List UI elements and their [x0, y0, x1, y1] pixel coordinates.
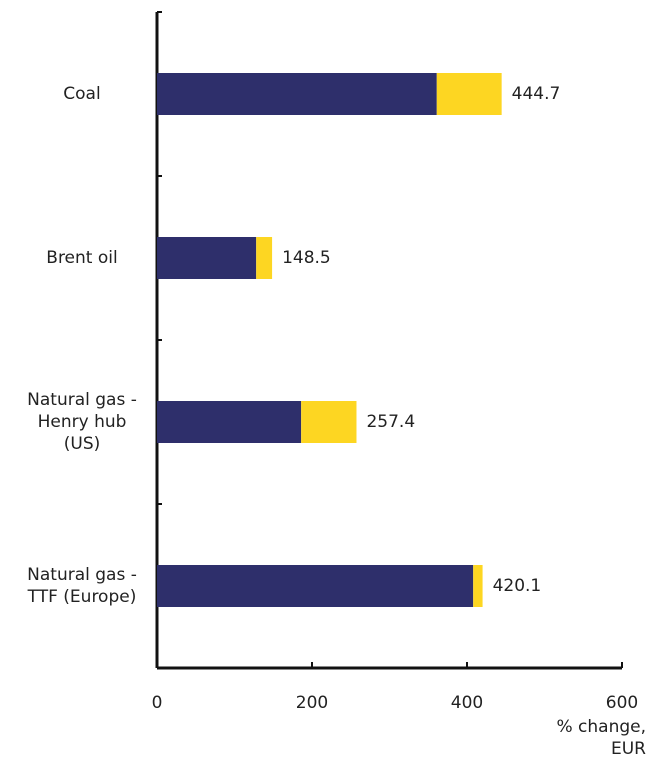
- bar-segment: [157, 73, 437, 115]
- x-tick-label: 400: [451, 693, 483, 713]
- total-label: 257.4: [366, 412, 415, 432]
- bar-segment: [157, 401, 302, 443]
- category-label: Natural gas - Henry hub (US): [27, 390, 137, 454]
- category-label: Brent oil: [46, 248, 118, 268]
- total-label: 420.1: [493, 576, 542, 596]
- x-tick-label: 200: [296, 693, 328, 713]
- bar-segment: [473, 565, 483, 607]
- bar-segment: [157, 237, 257, 279]
- x-axis-label: % change, EUR: [556, 717, 646, 759]
- bar-segment: [301, 401, 357, 443]
- category-label: Natural gas - TTF (Europe): [27, 565, 137, 607]
- x-tick-label: 600: [606, 693, 638, 713]
- bar-segment: [157, 565, 474, 607]
- bar-segment: [436, 73, 502, 115]
- bar-segment: [256, 237, 273, 279]
- category-label: Coal: [63, 84, 101, 104]
- x-tick-label: 0: [152, 693, 163, 713]
- total-label: 444.7: [512, 84, 561, 104]
- total-label: 148.5: [282, 248, 331, 268]
